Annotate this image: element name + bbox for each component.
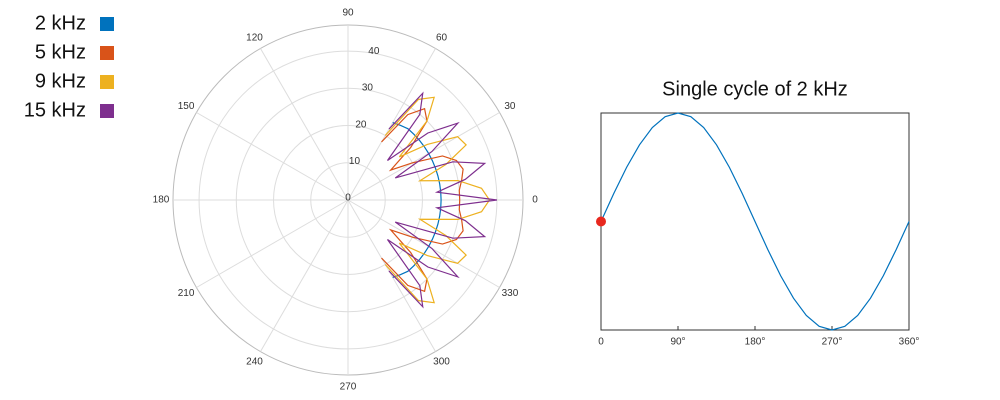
theta-tick-label: 120 <box>246 33 263 44</box>
theta-tick-label: 150 <box>178 101 195 112</box>
theta-tick-label: 180 <box>153 195 170 206</box>
r-tick-label: 40 <box>368 46 380 57</box>
polar-spoke <box>347 199 500 288</box>
theta-tick-label: 330 <box>502 288 519 299</box>
theta-tick-label: 0 <box>532 195 538 206</box>
legend-swatch <box>100 46 114 60</box>
polar-ring <box>310 162 386 238</box>
polar-line <box>384 96 491 304</box>
polar-spoke <box>347 199 436 352</box>
x-tick-label: 0 <box>598 337 604 348</box>
legend-label: 15 kHz <box>24 99 86 121</box>
polar-spoke <box>196 112 349 201</box>
r-tick-label: 30 <box>362 83 374 94</box>
polar-line <box>387 91 498 309</box>
legend-label: 5 kHz <box>35 41 86 63</box>
legend-swatch <box>100 17 114 31</box>
theta-tick-label: 60 <box>436 33 448 44</box>
legend-swatch <box>100 104 114 118</box>
chart-title: Single cycle of 2 kHz <box>662 78 848 100</box>
theta-tick-label: 30 <box>504 101 516 112</box>
x-tick-label: 90° <box>670 337 685 348</box>
sine-line <box>600 112 910 331</box>
legend-swatch <box>100 75 114 89</box>
r-tick-label: 0 <box>345 193 351 204</box>
polar-spoke <box>260 199 349 352</box>
theta-tick-label: 210 <box>178 288 195 299</box>
x-tick-label: 360° <box>899 337 920 348</box>
polar-line <box>392 122 442 278</box>
theta-tick-label: 300 <box>433 357 450 368</box>
r-tick-label: 20 <box>355 119 367 130</box>
r-tick-label: 10 <box>349 156 361 167</box>
x-tick-label: 270° <box>822 337 843 348</box>
polar-ring <box>273 125 423 275</box>
theta-tick-label: 240 <box>246 357 263 368</box>
polar-line <box>381 107 464 293</box>
theta-tick-label: 270 <box>340 382 357 393</box>
polar-spoke <box>347 112 500 201</box>
polar-spoke <box>347 48 436 201</box>
x-tick-label: 180° <box>745 337 766 348</box>
legend-label: 2 kHz <box>35 12 86 34</box>
phase-marker <box>596 216 606 227</box>
legend-label: 9 kHz <box>35 70 86 92</box>
theta-tick-label: 90 <box>342 8 354 19</box>
polar-spoke <box>196 199 349 288</box>
polar-spoke <box>260 48 349 201</box>
